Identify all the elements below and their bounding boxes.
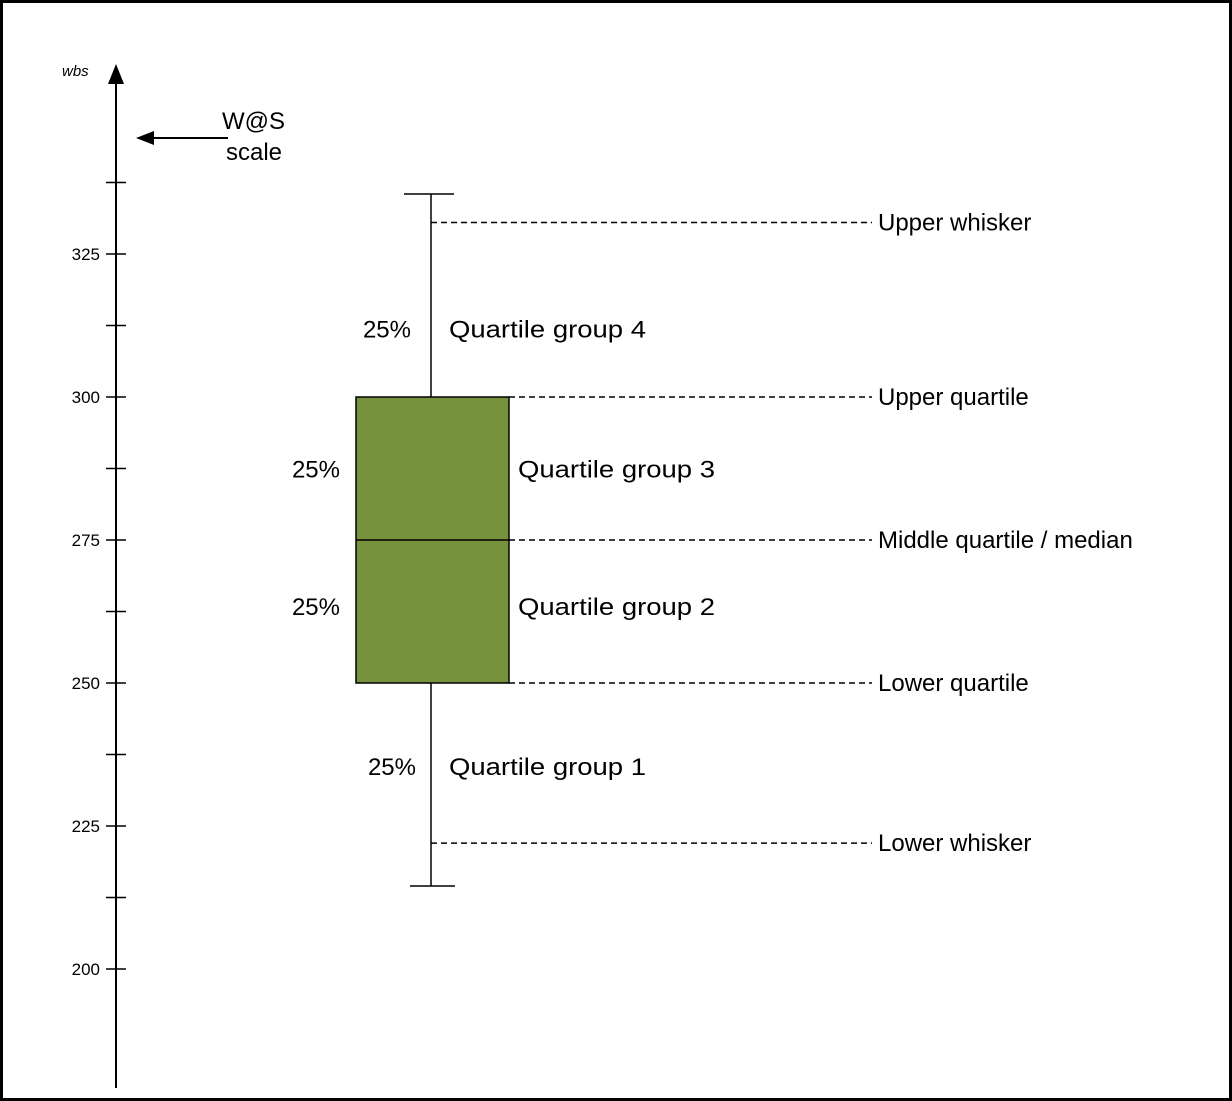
percent-label: 25% [292, 457, 340, 484]
tick-label: 300 [72, 388, 100, 407]
tick-label: 200 [72, 960, 100, 979]
percent-labels: 25% 25% 25% 25% [292, 316, 416, 781]
tick-label: 325 [72, 245, 100, 264]
callout-label: Lower quartile [878, 670, 1029, 697]
scale-note: W@S scale [136, 108, 285, 166]
scale-note-line2: scale [226, 139, 282, 166]
quartile-group-label: Quartile group 2 [518, 594, 715, 621]
quartile-group-labels: Quartile group 4 Quartile group 3 Quartile… [449, 316, 715, 781]
callout-labels: Upper whisker Upper quartile Middle quarti… [878, 210, 1133, 858]
percent-label: 25% [292, 594, 340, 621]
percent-label: 25% [363, 316, 411, 343]
callout-label: Lower whisker [878, 830, 1031, 857]
callout-label: Upper whisker [878, 210, 1031, 237]
axis-ticks: 200 225 250 275 300 325 [72, 181, 126, 979]
quartile-group-label: Quartile group 4 [449, 316, 646, 343]
callout-label: Upper quartile [878, 384, 1029, 411]
callout-dashed-lines [431, 221, 872, 844]
quartile-group-label: Quartile group 1 [449, 754, 646, 781]
axis-title: wbs [62, 63, 89, 80]
tick-label: 250 [72, 674, 100, 693]
callout-label: Middle quartile / median [878, 527, 1133, 554]
scale-note-line1: W@S [222, 108, 285, 135]
quartile-group-label: Quartile group 3 [518, 457, 715, 484]
wbs-axis: wbs 200 225 250 275 300 325 [62, 63, 126, 1088]
tick-label: 225 [72, 817, 100, 836]
percent-label: 25% [368, 754, 416, 781]
left-arrow-icon [136, 131, 154, 145]
axis-arrow-icon [108, 64, 124, 84]
tick-label: 275 [72, 531, 100, 550]
box-plot [355, 193, 510, 887]
